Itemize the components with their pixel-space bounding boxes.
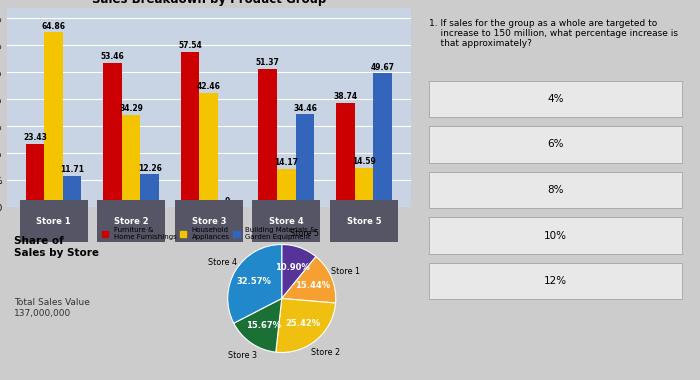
Text: Store 5: Store 5 [346, 217, 382, 226]
Text: 10%: 10% [545, 231, 567, 241]
Text: 8%: 8% [547, 185, 564, 195]
FancyBboxPatch shape [429, 126, 682, 163]
Bar [63, 176, 81, 207]
Bar [336, 103, 355, 207]
Bar [199, 93, 218, 207]
Text: Store 1: Store 1 [331, 267, 360, 276]
Text: 14.17: 14.17 [274, 158, 298, 167]
Text: 23.43: 23.43 [23, 133, 47, 142]
Text: 34.29: 34.29 [119, 104, 143, 113]
Text: 42.46: 42.46 [197, 82, 220, 91]
Bar [44, 32, 63, 207]
Text: 4%: 4% [547, 94, 564, 104]
Text: 1. If sales for the group as a whole are targeted to
    increase to 150 million: 1. If sales for the group as a whole are… [429, 19, 678, 48]
Text: 25.42%: 25.42% [285, 320, 320, 328]
Text: Store 3: Store 3 [192, 217, 226, 226]
Text: Store 4: Store 4 [208, 258, 237, 267]
FancyBboxPatch shape [429, 81, 682, 117]
Bar [277, 169, 295, 207]
FancyBboxPatch shape [429, 217, 682, 254]
Text: 51.37: 51.37 [256, 58, 280, 67]
Text: 15.67%: 15.67% [246, 321, 281, 330]
Text: Share of
Sales by Store: Share of Sales by Store [14, 236, 99, 258]
Bar [258, 69, 277, 207]
Text: Store 2: Store 2 [312, 348, 340, 356]
Text: 10.90%: 10.90% [275, 263, 310, 272]
Legend: Furniture &
Home Furnishings, Household
Appliances, Building Materials &
Garden : Furniture & Home Furnishings, Household … [99, 225, 319, 243]
Bar [122, 115, 141, 207]
Text: Store 1: Store 1 [36, 217, 71, 226]
Text: 0: 0 [225, 196, 230, 206]
Text: 15.44%: 15.44% [295, 281, 330, 290]
Wedge shape [281, 256, 336, 303]
Bar [295, 114, 314, 207]
Text: 32.57%: 32.57% [236, 277, 271, 286]
Text: Store 4: Store 4 [269, 217, 304, 226]
Bar [26, 144, 44, 207]
Wedge shape [228, 244, 281, 323]
Text: 53.46: 53.46 [101, 52, 125, 62]
Wedge shape [276, 298, 335, 353]
Title: Sales Breakdown by Product Group: Sales Breakdown by Product Group [92, 0, 326, 6]
FancyBboxPatch shape [429, 172, 682, 208]
Bar [355, 168, 373, 207]
Bar [141, 174, 159, 207]
Text: Store 3: Store 3 [228, 351, 257, 360]
Bar [373, 73, 392, 207]
Text: 64.86: 64.86 [41, 22, 66, 31]
FancyBboxPatch shape [429, 263, 682, 299]
Text: 12%: 12% [544, 276, 568, 286]
Text: 6%: 6% [547, 139, 564, 149]
Text: Store 5: Store 5 [290, 229, 320, 238]
Bar [181, 52, 199, 207]
Text: 49.67: 49.67 [370, 63, 395, 71]
Text: 57.54: 57.54 [178, 41, 202, 51]
Wedge shape [281, 244, 316, 298]
Text: Total Sales Value
137,000,000: Total Sales Value 137,000,000 [14, 298, 90, 318]
Text: 11.71: 11.71 [60, 165, 84, 174]
Wedge shape [234, 298, 281, 352]
Bar [103, 63, 122, 207]
Text: 34.46: 34.46 [293, 104, 317, 112]
Text: Store 2: Store 2 [114, 217, 148, 226]
Text: 38.74: 38.74 [333, 92, 358, 101]
Text: 14.59: 14.59 [352, 157, 376, 166]
Text: 12.26: 12.26 [138, 163, 162, 173]
